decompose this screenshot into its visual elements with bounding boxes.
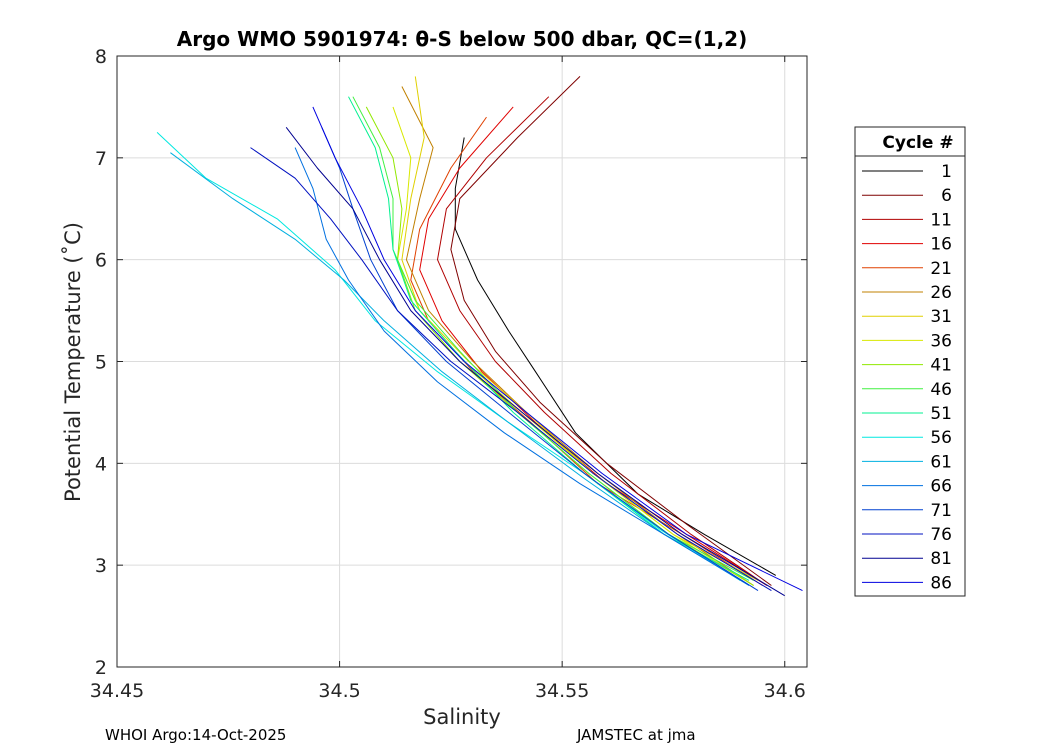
series-line-cycle-76: [250, 147, 772, 592]
legend-entry-label: 36: [930, 331, 952, 351]
series-line-cycle-31: [401, 76, 759, 581]
legend-entry-label: 1: [941, 162, 952, 182]
y-tick-label: 4: [95, 453, 107, 475]
legend-entry-label: 56: [930, 428, 952, 448]
y-tick-label: 7: [95, 148, 107, 170]
footer-credit-left: WHOI Argo:14-Oct-2025: [105, 726, 287, 744]
y-tick-label: 8: [95, 46, 107, 68]
legend-entry-label: 11: [930, 210, 952, 230]
legend-box: [854, 126, 966, 597]
series-line-cycle-56: [156, 132, 741, 581]
x-axis-label: Salinity: [423, 705, 501, 729]
legend-entry-label: 16: [930, 235, 952, 255]
x-tick-label: 34.45: [90, 680, 144, 702]
series-line-cycle-6: [450, 76, 772, 586]
legend-entry-label: 51: [930, 404, 952, 424]
series-line-cycle-26: [401, 86, 754, 586]
legend-title: Cycle #: [882, 133, 953, 153]
series-line-cycle-66: [294, 147, 750, 586]
legend-entry-label: 6: [941, 186, 952, 206]
legend-entry-label: 76: [930, 525, 952, 545]
legend-entry-label: 66: [930, 477, 952, 497]
legend-entry-label: 41: [930, 356, 952, 376]
series-line-cycle-11: [437, 96, 768, 586]
legend-entry-label: 21: [930, 259, 952, 279]
legend-entry-label: 81: [930, 549, 952, 569]
series-line-cycle-46: [352, 96, 754, 581]
y-tick-label: 6: [95, 250, 107, 272]
y-axis-ticks: 2 3 4 5 6 7 8: [95, 46, 807, 679]
legend-entry-label: 26: [930, 283, 952, 303]
series-line-cycle-71: [321, 127, 759, 592]
y-axis-label: Potential Temperature (˚C): [61, 222, 85, 502]
series-line-cycle-81: [285, 126, 785, 597]
x-axis-ticks: 34.45 34.5 34.55 34.6: [90, 56, 806, 702]
x-tick-label: 34.5: [318, 680, 360, 702]
x-tick-label: 34.55: [535, 680, 589, 702]
legend-entry-label: 46: [930, 380, 952, 400]
series-line-cycle-36: [392, 106, 754, 586]
legend-entry-label: 31: [930, 307, 952, 327]
x-tick-label: 34.6: [764, 680, 806, 702]
legend-entry-label: 61: [930, 452, 952, 472]
series-line-cycle-51: [348, 96, 750, 581]
series-line-cycle-16: [419, 106, 768, 586]
series-lines: [156, 76, 803, 597]
y-tick-label: 3: [95, 555, 107, 577]
legend: Cycle # 16111621263136414651566166717681…: [854, 126, 966, 597]
y-tick-label: 5: [95, 352, 107, 374]
series-line-cycle-1: [454, 137, 777, 576]
series-line-cycle-41: [365, 106, 754, 586]
footer-credit-right: JAMSTEC at jma: [577, 726, 696, 744]
legend-entry-label: 86: [930, 573, 952, 593]
y-tick-label: 2: [95, 657, 107, 679]
series-line-cycle-86: [312, 106, 803, 592]
legend-entry-label: 71: [930, 501, 952, 521]
series-line-cycle-61: [170, 152, 750, 586]
chart-title: Argo WMO 5901974: θ-S below 500 dbar, QC…: [177, 27, 747, 51]
